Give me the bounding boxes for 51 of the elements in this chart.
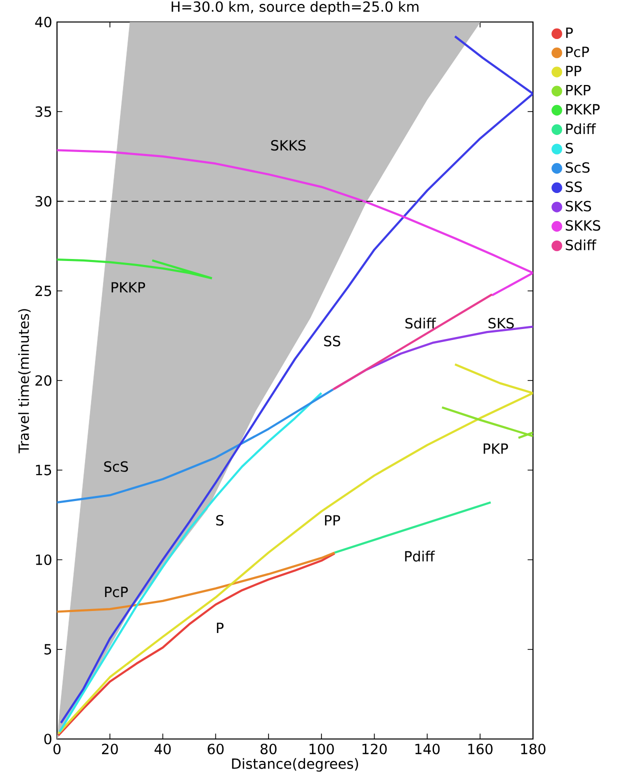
annotation: PcP: [105, 586, 128, 598]
x-tick-label: 140: [415, 744, 440, 754]
y-tick-label: 0: [44, 734, 52, 744]
legend-label: Pdiff: [566, 123, 596, 134]
x-tick-label: 180: [521, 744, 546, 754]
legend-label: PKKP: [566, 104, 600, 114]
x-tick-label: 20: [102, 744, 118, 754]
legend-label: SS: [566, 182, 582, 192]
chart-title: H=30.0 km, source depth=25.0 km: [172, 1, 418, 15]
line-series: [57, 388, 334, 504]
x-tick-label: 80: [260, 744, 277, 754]
legend-label: PcP: [566, 46, 589, 58]
y-axis-title: Travel time(minutes): [18, 309, 31, 454]
annotation: ScS: [104, 461, 128, 472]
y-tick-label: 20: [36, 375, 52, 386]
x-tick-label: 160: [468, 744, 493, 754]
y-tick-label: 25: [36, 286, 52, 296]
line-series: [57, 552, 336, 613]
line-series: [58, 392, 323, 733]
legend-label: S: [566, 142, 573, 154]
annotation: SKS: [488, 318, 514, 328]
annotation: S: [216, 515, 224, 526]
annotation: Sdiff: [405, 318, 436, 329]
x-axis-title: Distance(degrees): [232, 758, 358, 772]
x-tick-label: 0: [53, 744, 61, 754]
x-tick-label: 100: [310, 744, 334, 754]
legend-label: SKS: [566, 200, 592, 212]
annotation: P: [216, 622, 224, 633]
x-tick-label: 60: [208, 744, 224, 754]
legend-label: ScS: [566, 162, 590, 173]
y-tick-label: 40: [35, 16, 52, 28]
annotation: SS: [324, 336, 340, 346]
y-tick-label: 5: [44, 644, 52, 655]
annotation: PKKP: [112, 282, 146, 292]
legend-label: SKKS: [566, 220, 600, 231]
line-series: [57, 552, 336, 736]
legend-label: PP: [566, 66, 582, 76]
legend-label: Sdiff: [566, 240, 596, 250]
y-tick-label: 15: [36, 464, 52, 476]
annotation: PP: [325, 515, 340, 526]
y-tick-label: 30: [36, 196, 52, 207]
x-tick-label: 40: [154, 744, 171, 754]
line-series: [57, 149, 533, 296]
legend-label: PKP: [566, 85, 590, 96]
y-tick-label: 10: [36, 554, 52, 566]
x-tick-label: 120: [362, 744, 387, 754]
legend-label: P: [566, 28, 573, 38]
annotation: PKP: [484, 444, 508, 454]
annotation: SKKS: [271, 140, 306, 151]
annotation: Pdiff: [405, 550, 435, 562]
y-tick-label: 35: [36, 106, 52, 117]
